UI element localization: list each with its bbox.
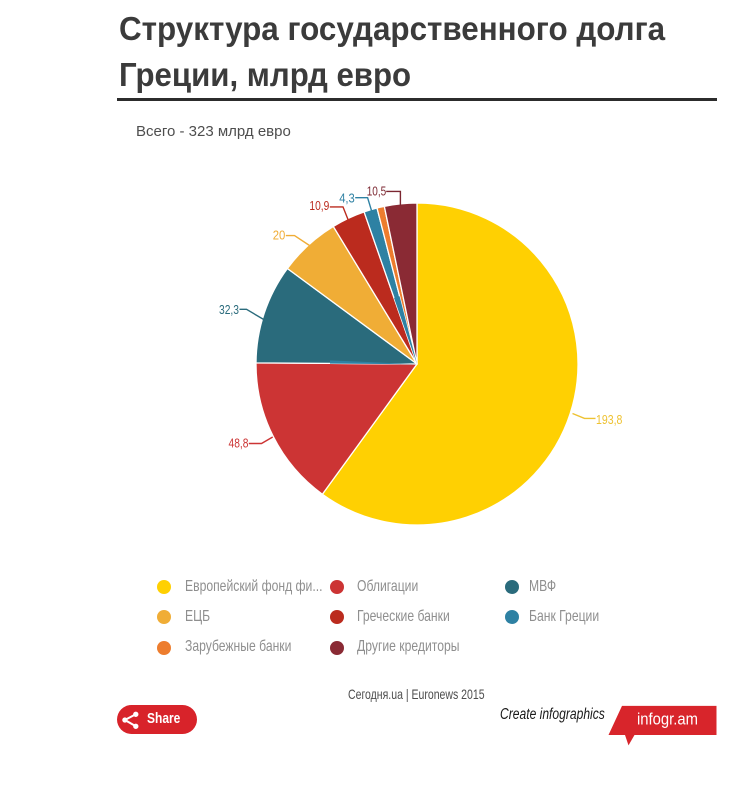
svg-text:10,5: 10,5: [367, 184, 387, 199]
svg-text:193,8: 193,8: [596, 412, 622, 427]
svg-text:infogr.am: infogr.am: [637, 710, 698, 729]
svg-text:20: 20: [273, 227, 286, 242]
svg-text:48,8: 48,8: [229, 436, 249, 451]
svg-text:10,9: 10,9: [309, 198, 329, 213]
svg-text:4,3: 4,3: [339, 190, 355, 205]
svg-text:32,3: 32,3: [219, 302, 239, 317]
